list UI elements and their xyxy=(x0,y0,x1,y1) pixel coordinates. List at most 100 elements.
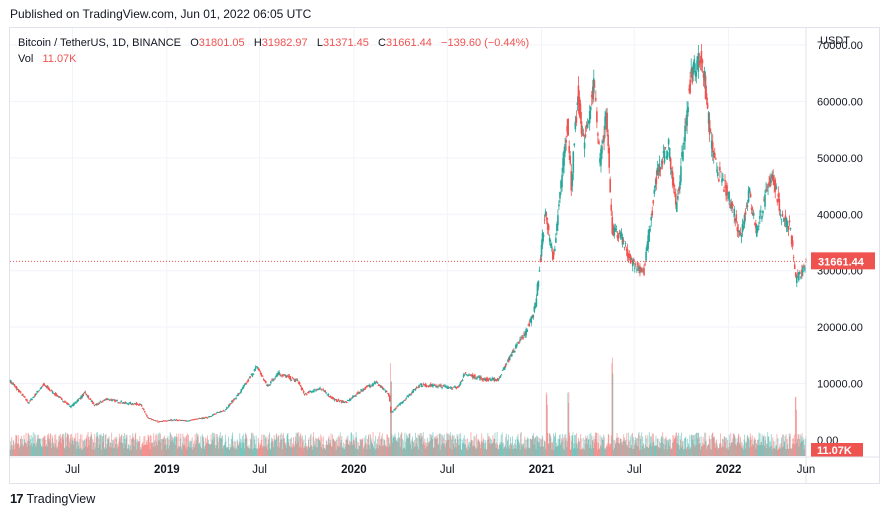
candle-body xyxy=(359,391,361,393)
volume-bar xyxy=(187,446,189,456)
volume-bar xyxy=(392,438,394,456)
candle-body xyxy=(292,378,295,380)
volume-bar xyxy=(665,437,667,456)
candle-body xyxy=(413,389,416,390)
volume-bar xyxy=(773,447,775,456)
candle-body xyxy=(314,388,316,390)
volume-bar xyxy=(339,432,341,456)
volume-bar xyxy=(216,445,218,456)
volume-bar xyxy=(464,444,466,456)
candle-body xyxy=(340,400,343,403)
candle-body xyxy=(721,178,723,183)
volume-bar xyxy=(597,433,599,456)
candle-body xyxy=(675,193,677,205)
volume-bar xyxy=(565,437,567,456)
volume-bar xyxy=(53,444,55,456)
volume-bar xyxy=(227,447,228,456)
candle-body xyxy=(528,323,531,327)
volume-bar xyxy=(15,435,17,456)
candle-body xyxy=(578,97,581,116)
candle-body xyxy=(325,392,328,394)
volume-bar xyxy=(153,433,155,456)
candle-body xyxy=(771,173,773,179)
volume-bar xyxy=(248,447,249,456)
volume-bar xyxy=(285,447,287,456)
volume-bar xyxy=(117,446,119,456)
volume-bar xyxy=(249,448,250,456)
volume-bar xyxy=(462,442,464,456)
volume-bar xyxy=(488,439,490,456)
candle-body xyxy=(52,393,55,394)
volume-bar xyxy=(355,432,357,456)
candle-body xyxy=(180,420,183,421)
volume-bar xyxy=(280,439,282,456)
volume-bar xyxy=(542,435,544,456)
volume-bar xyxy=(712,432,714,456)
candle-body xyxy=(49,390,52,392)
candle-body xyxy=(698,61,701,65)
candle-body xyxy=(627,254,630,259)
volume-bar xyxy=(344,443,346,456)
volume-bar xyxy=(45,440,47,456)
volume-bar xyxy=(307,445,309,456)
candle-body xyxy=(595,98,597,101)
volume-bar xyxy=(18,448,20,456)
volume-bar xyxy=(388,443,390,456)
volume-bar xyxy=(573,443,575,456)
candle-body xyxy=(256,367,259,369)
volume-bar xyxy=(395,436,397,456)
volume-bar xyxy=(342,442,344,456)
volume-bar xyxy=(483,439,485,456)
volume-badge xyxy=(811,443,863,457)
candle-body xyxy=(192,419,194,421)
volume-bar xyxy=(669,438,671,456)
volume-bar xyxy=(378,444,380,456)
volume-bar xyxy=(106,448,107,456)
volume-bar xyxy=(583,449,585,456)
volume-bar xyxy=(379,446,381,456)
volume-bar xyxy=(524,439,526,456)
volume-bar xyxy=(48,441,50,456)
volume-bar xyxy=(322,436,324,456)
volume-bar xyxy=(297,441,299,456)
volume-bar xyxy=(401,438,403,456)
candle-body xyxy=(198,418,200,420)
candle-body xyxy=(193,419,195,421)
volume-bar xyxy=(172,440,174,456)
volume-bar xyxy=(468,447,470,456)
candle-body xyxy=(345,401,348,404)
candle-body xyxy=(650,216,653,221)
volume-bar xyxy=(343,448,345,456)
symbol-label[interactable]: Bitcoin / TetherUS, 1D, BINANCE xyxy=(18,37,182,49)
volume-bar xyxy=(789,436,791,456)
volume-bar xyxy=(117,444,119,456)
volume-bar xyxy=(721,447,723,456)
candle-body xyxy=(347,400,350,401)
volume-bar xyxy=(524,436,526,456)
volume-bar xyxy=(410,441,412,456)
candle-body xyxy=(651,210,654,216)
tradingview-footer[interactable]: 17 TradingView xyxy=(10,491,95,506)
candle-body xyxy=(735,214,738,222)
volume-bar xyxy=(255,435,257,456)
volume-bar xyxy=(689,447,691,456)
volume-bar xyxy=(34,433,36,456)
volume-bar xyxy=(271,437,273,456)
candle-body xyxy=(747,190,750,202)
volume-bar xyxy=(639,435,641,456)
candle-body xyxy=(119,402,121,404)
volume-bar xyxy=(635,442,637,456)
volume-bar xyxy=(242,434,244,456)
candle-body xyxy=(259,372,262,375)
candle-body xyxy=(335,399,338,402)
candle-body xyxy=(279,374,281,376)
candle-body xyxy=(574,121,577,130)
volume-bar xyxy=(120,435,122,456)
candle-body xyxy=(17,389,20,393)
candle-body xyxy=(112,399,114,401)
volume-bar xyxy=(240,438,242,456)
volume-bar xyxy=(555,432,556,456)
candle-body xyxy=(207,416,210,418)
candle-body xyxy=(642,269,644,271)
